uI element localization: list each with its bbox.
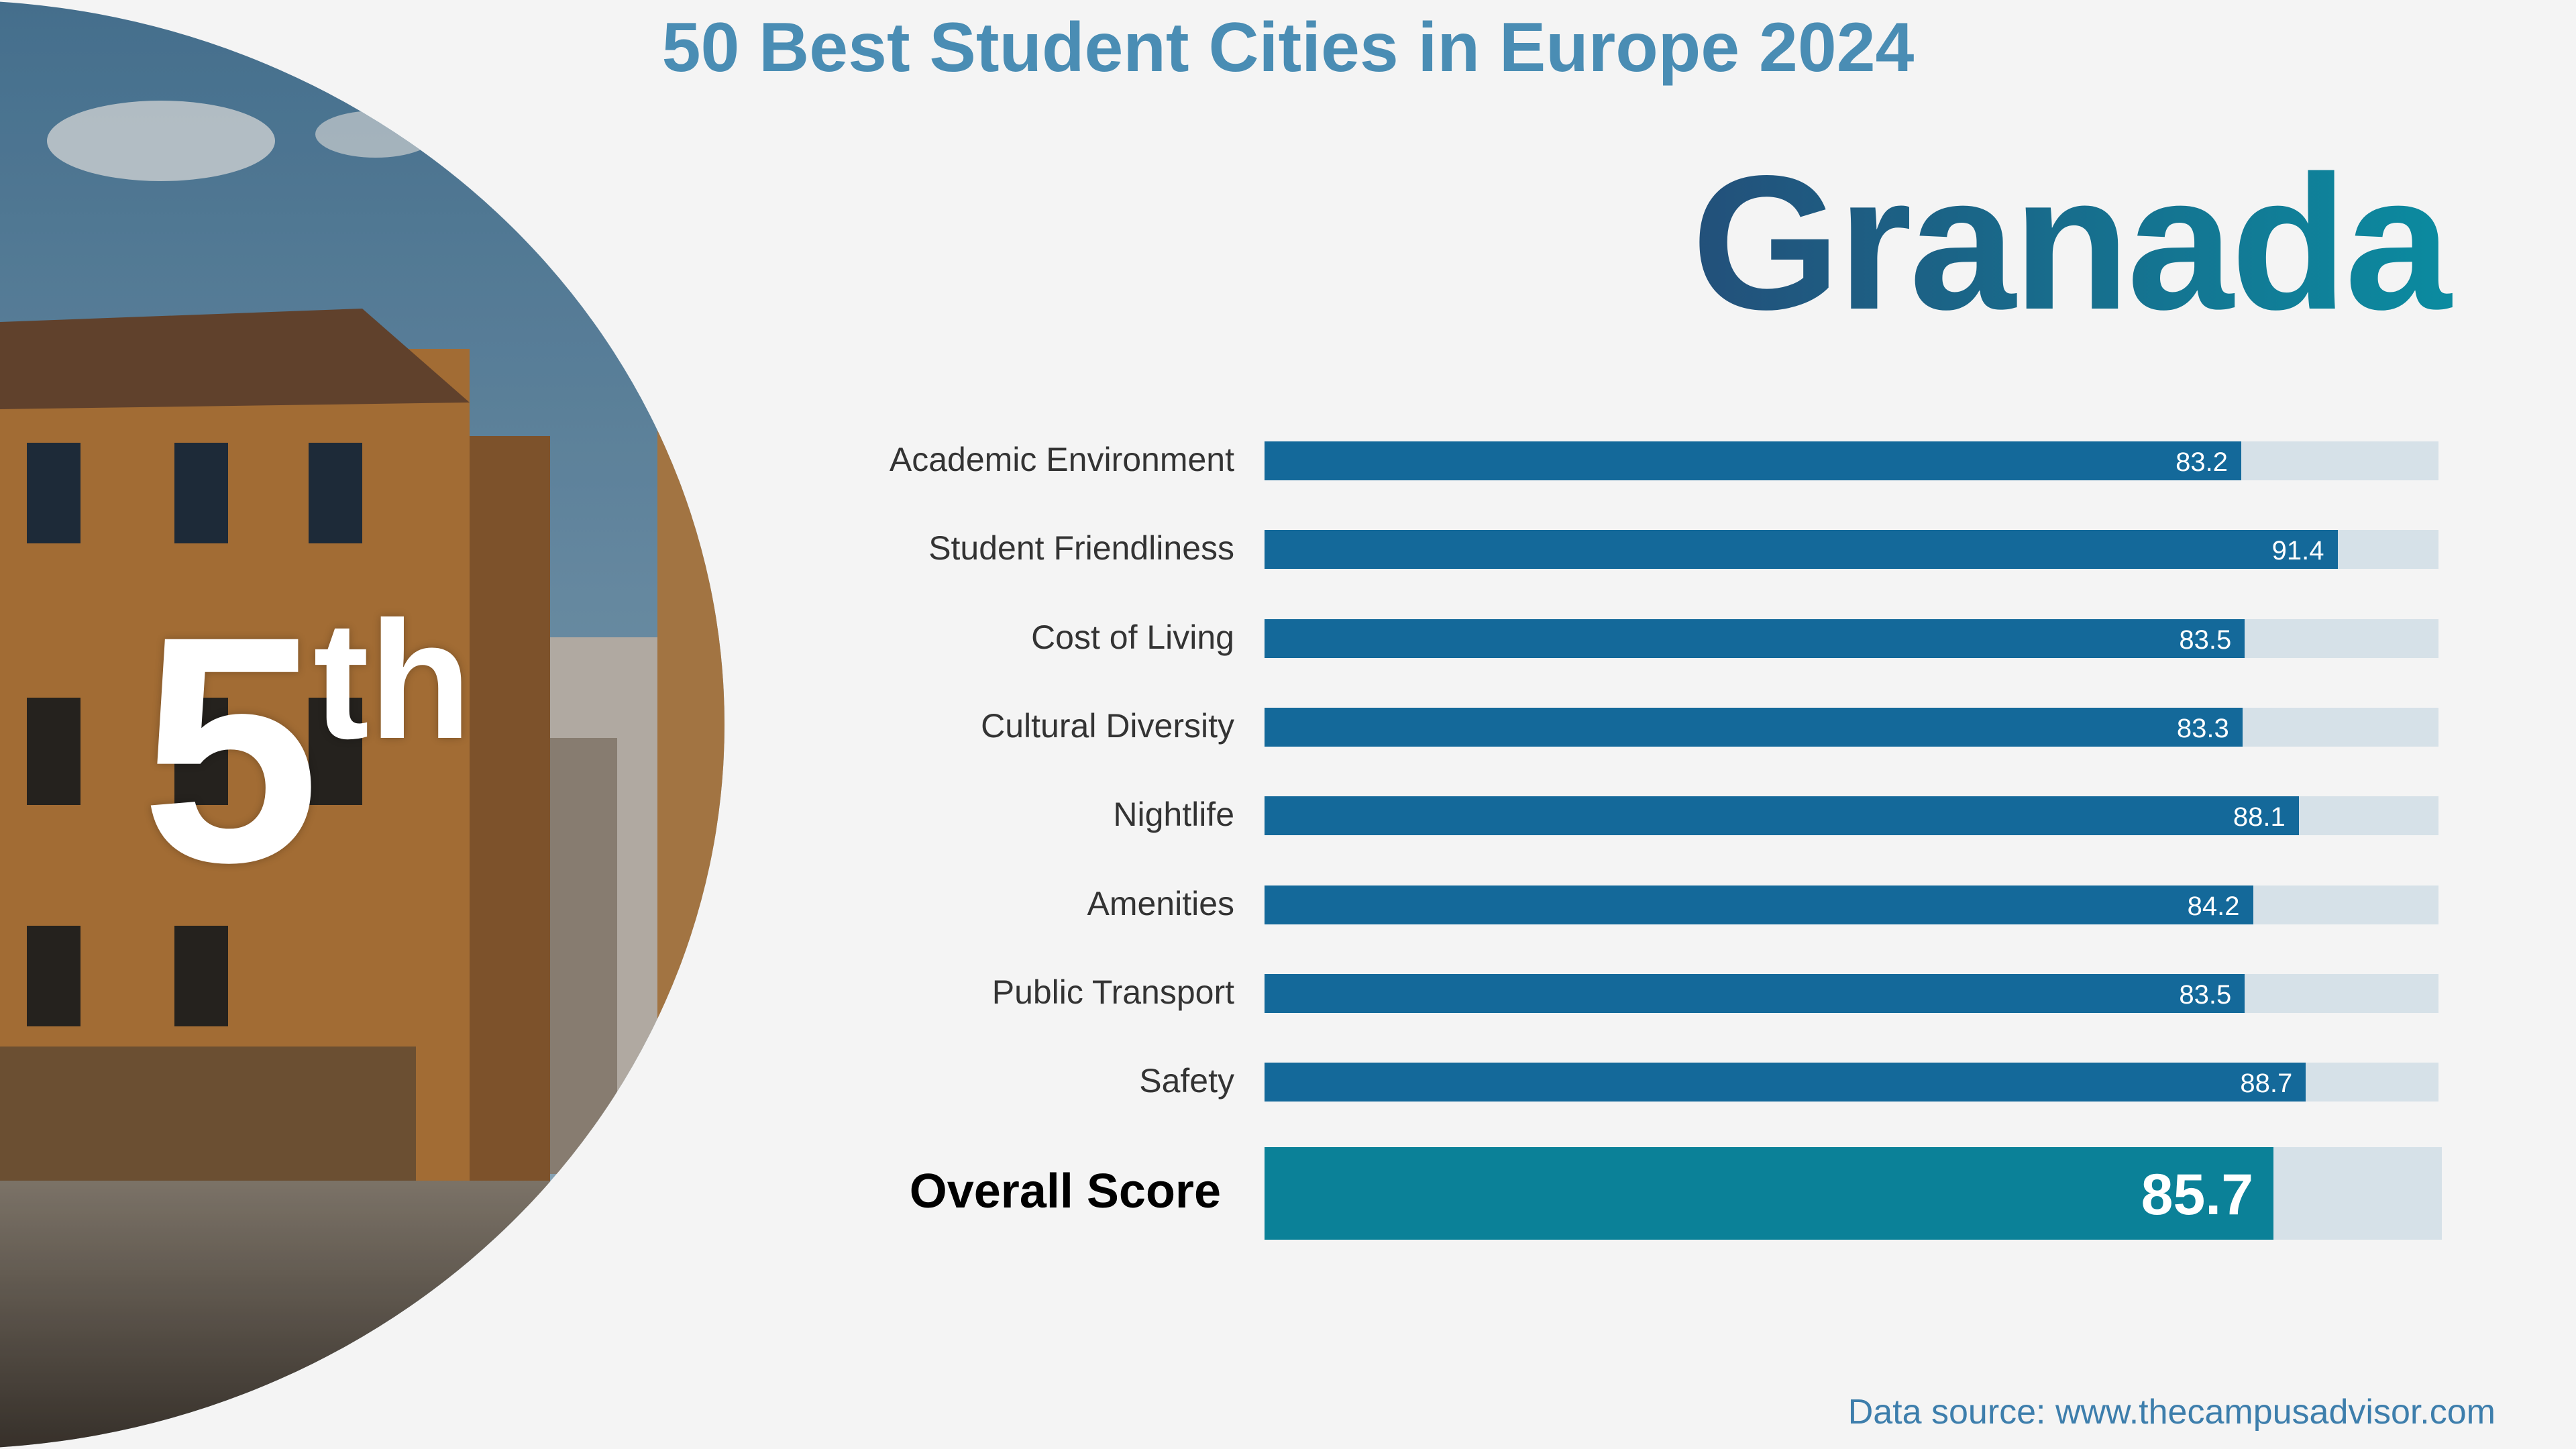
bar-track: 88.7 [1265,1063,2438,1102]
overall-score-label: Overall Score [909,1165,1221,1218]
bar-track: 83.5 [1265,973,2438,1013]
category-label: Academic Environment [889,441,1234,478]
bar [1265,1063,2306,1102]
bar-track: 91.4 [1265,530,2438,570]
category-label: Amenities [1087,884,1234,922]
bar [1265,441,2241,480]
rank-suffix: th [313,586,472,773]
city-name: Granada [1692,136,2455,350]
bar-value-label: 83.5 [2179,625,2232,655]
category-label: Public Transport [991,973,1234,1011]
category-label: Safety [1139,1062,1234,1100]
bar-value-label: 84.2 [2187,891,2240,921]
bar-value-label: 83.5 [2179,979,2232,1010]
bar [1265,530,2338,570]
bar-value-label: 88.1 [2233,802,2286,833]
bar-value-label: 88.7 [2240,1069,2293,1099]
bar-value-label: 91.4 [2271,536,2324,566]
bar-value-label: 83.2 [2176,447,2228,477]
category-label: Student Friendliness [928,529,1234,568]
bar [1265,973,2245,1013]
bar-value-label: 83.3 [2176,713,2229,743]
bar [1265,707,2243,747]
overall-value-label: 85.7 [2141,1163,2254,1227]
bar [1265,796,2299,836]
bar-track: 83.3 [1265,707,2438,747]
category-label: Cultural Diversity [981,706,1234,745]
bar-track: 84.2 [1265,885,2438,924]
data-source: Data source: www.thecampusadvisor.com [1847,1393,2496,1432]
overall-bar [1265,1147,2274,1240]
bar-track: 88.1 [1265,796,2438,836]
category-label: Cost of Living [1031,618,1234,656]
page-title: 50 Best Student Cities in Europe 2024 [661,9,1915,87]
rank-badge: 5th [141,564,472,934]
bar [1265,885,2253,924]
bar-track: 83.5 [1265,619,2438,658]
bar-track: 83.2 [1265,441,2438,480]
category-label: Nightlife [1113,796,1234,834]
rank-number: 5 [141,569,320,929]
city-name-text: Granada [1692,136,2453,350]
bar [1265,619,2245,658]
overall-bar-track: 85.7 [1265,1147,2442,1240]
